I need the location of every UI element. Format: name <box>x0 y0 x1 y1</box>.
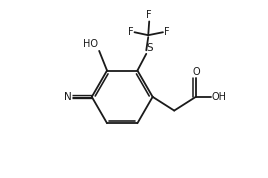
Text: S: S <box>147 43 154 53</box>
Text: HO: HO <box>83 39 98 49</box>
Text: F: F <box>146 10 152 20</box>
Text: OH: OH <box>211 92 226 102</box>
Text: N: N <box>64 92 71 102</box>
Text: F: F <box>164 27 170 37</box>
Text: F: F <box>128 27 133 37</box>
Text: O: O <box>192 67 200 77</box>
